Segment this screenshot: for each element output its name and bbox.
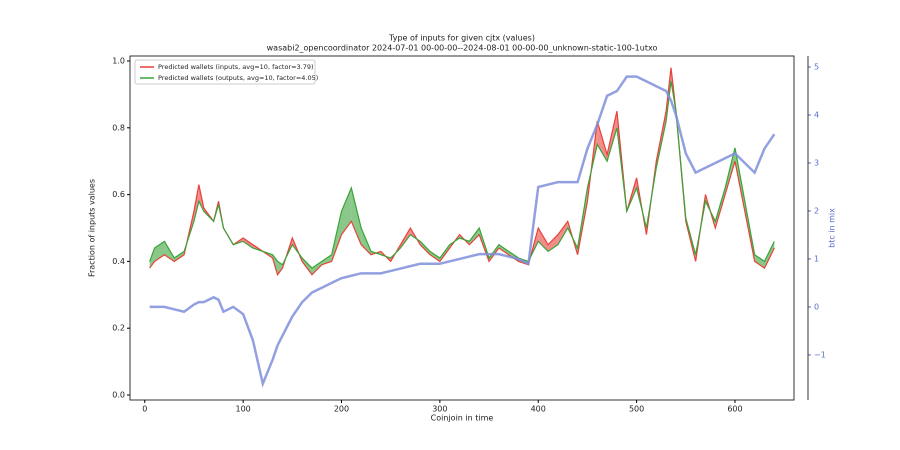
series-line	[149, 80, 775, 269]
diff-fill	[754, 254, 765, 269]
legend-label: Predicted wallets (outputs, avg=10, fact…	[158, 74, 318, 82]
diff-fill	[548, 234, 558, 252]
diff-fill	[430, 251, 440, 262]
diff-fill	[538, 228, 549, 252]
x-tick-label: 200	[334, 405, 349, 414]
x-tick-label: 500	[629, 405, 644, 414]
y2-tick-label: 0	[814, 302, 819, 311]
y-tick-label: 0.4	[112, 257, 125, 266]
y2-tick-label: 1	[814, 254, 819, 263]
diff-fill	[351, 187, 362, 245]
chart-title: Type of inputs for given cjtx (values)	[388, 34, 535, 43]
y-tick-label: 0.6	[112, 190, 125, 199]
y2-tick-label: 3	[814, 158, 819, 167]
diff-fill	[341, 187, 352, 235]
y-axis-label: Fraction of inputs values	[88, 179, 97, 277]
diff-fill	[174, 251, 185, 262]
diff-fill	[154, 241, 165, 262]
plot-frame	[129, 55, 795, 401]
x-tick-label: 100	[235, 405, 250, 414]
x-tick-label: 300	[432, 405, 447, 414]
y-tick-label: 0.8	[112, 123, 125, 132]
x-tick-label: 0	[142, 405, 147, 414]
x-tick-label: 400	[531, 405, 546, 414]
x-tick-label: 600	[727, 405, 742, 414]
y2-tick-label: 5	[814, 63, 819, 72]
legend-box	[134, 59, 316, 85]
y2-tick-label: −1	[814, 350, 826, 359]
y2-axis-label: btc in mix	[828, 208, 837, 248]
legend-label: Predicted wallets (inputs, avg=10, facto…	[158, 63, 314, 71]
diff-fill	[243, 238, 253, 249]
y-tick-label: 0.0	[112, 390, 125, 399]
diff-fill	[277, 261, 283, 275]
diff-fill	[498, 244, 509, 255]
y-tick-label: 0.2	[112, 324, 125, 333]
series-line	[149, 67, 775, 277]
diff-fill	[557, 221, 568, 245]
diff-fill	[764, 241, 775, 269]
x-axis-label: Coinjoin in time	[431, 414, 494, 423]
y-tick-label: 1.0	[112, 57, 125, 66]
series-line	[149, 75, 776, 388]
y2-tick-label: 2	[814, 206, 819, 215]
y2-tick-label: 4	[814, 111, 819, 120]
chart-subtitle: wasabi2_opencoordinator 2024-07-01 00-00…	[267, 44, 658, 53]
